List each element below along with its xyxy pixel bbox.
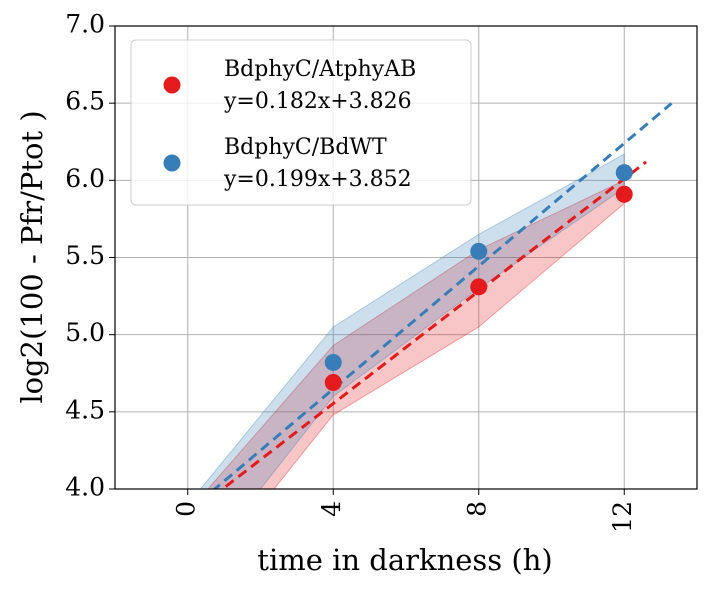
- data-point: [470, 242, 488, 260]
- legend-label: BdphyC/BdWT: [224, 135, 387, 160]
- data-point: [324, 353, 342, 371]
- data-point: [470, 278, 488, 296]
- x-tick-label: 0: [171, 501, 200, 517]
- y-tick-label: 5.0: [65, 318, 105, 347]
- x-tick-label: 4: [317, 501, 346, 517]
- legend-label: BdphyC/AtphyAB: [224, 57, 416, 82]
- y-tick-label: 4.5: [65, 395, 105, 424]
- data-point: [615, 185, 633, 203]
- data-point: [615, 164, 633, 182]
- plot-area: [199, 102, 673, 489]
- y-tick-label: 4.0: [65, 473, 105, 502]
- legend-box: [130, 39, 472, 206]
- y-tick-label: 6.5: [65, 87, 105, 116]
- y-tick-label: 7.0: [65, 10, 105, 39]
- fit-line: [212, 102, 673, 489]
- legend-marker: [163, 154, 181, 172]
- ticks: 0 4 8 12 4.0 4.5 5.0 5.5 6.0 6.5 7.0: [65, 10, 637, 533]
- data-point: [324, 374, 342, 392]
- x-tick-label: 12: [608, 501, 637, 533]
- legend: BdphyC/AtphyAB y=0.182x+3.826 BdphyC/BdWT y…: [130, 39, 472, 206]
- y-tick-label: 6.0: [65, 164, 105, 193]
- legend-marker: [163, 76, 181, 94]
- y-axis-label: log2(100 - Pfr/Ptot ): [15, 110, 49, 403]
- y-tick-label: 5.5: [65, 241, 105, 270]
- x-tick-label: 8: [462, 501, 491, 517]
- fit-line: [220, 160, 647, 489]
- x-axis-label: time in darkness (h): [257, 543, 552, 577]
- legend-equation: y=0.199x+3.852: [223, 167, 412, 192]
- legend-equation: y=0.182x+3.826: [223, 89, 412, 114]
- error-band: [207, 179, 625, 489]
